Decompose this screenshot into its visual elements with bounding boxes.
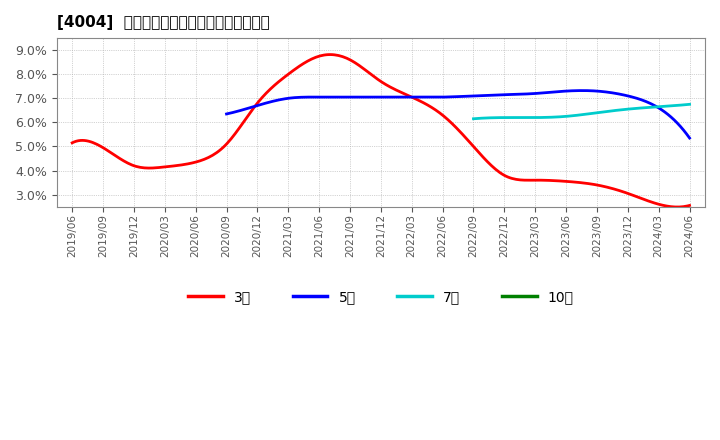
Legend: 3年, 5年, 7年, 10年: 3年, 5年, 7年, 10年 — [182, 284, 580, 309]
Text: [4004]  経常利益マージンの標準偏差の推移: [4004] 経常利益マージンの標準偏差の推移 — [57, 15, 269, 30]
